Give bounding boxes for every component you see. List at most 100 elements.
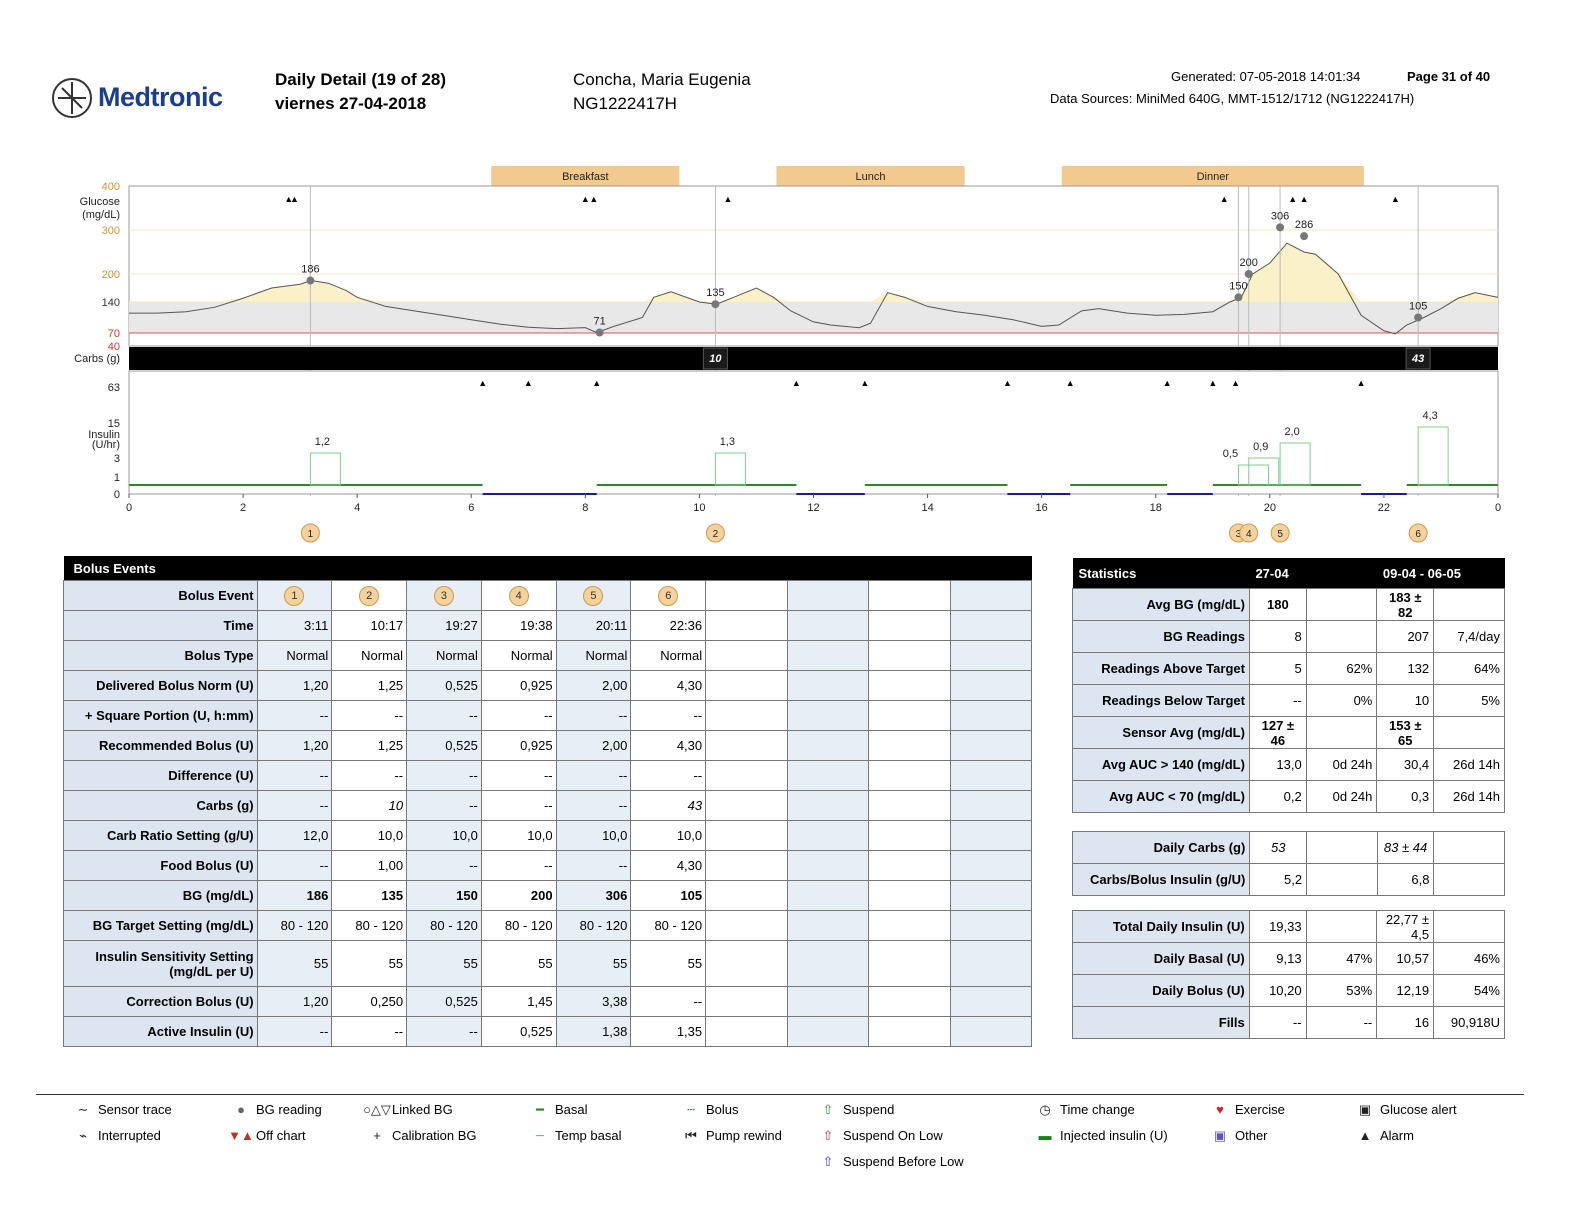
bolus-event-marker: 1 [284,585,305,606]
event-marker [705,523,725,543]
stats-row: Avg BG (mg/dL) 180 183 ± 82 [1072,588,1505,621]
time-change-icon: ◷ [1039,1102,1051,1117]
stats-label: Sensor Avg (mg/dL) [1072,716,1250,749]
x-tick-label: 8 [582,502,588,514]
legend-item: ┈ Temp basal [525,1128,621,1144]
legend-label: Temp basal [555,1128,622,1143]
bg-reading-label: 71 [593,316,605,328]
legend-label: Pump rewind [706,1128,782,1143]
bolus-cell: Normal [555,640,632,671]
stats-value: 183 ± 82 [1376,588,1435,621]
bolus-value: 1,3 [720,436,735,448]
stats-value: 5,2 [1249,863,1308,896]
bolus-cell: 55 [630,940,707,987]
legend-label: Alarm [1380,1128,1414,1143]
stats-value: 5% [1433,684,1505,717]
bolus-cell: 10,0 [331,820,408,851]
empty-cell [949,700,1032,731]
glucose-tick-label: 400 [102,181,120,193]
empty-cell [705,910,788,941]
legend-item: ▼▲ Off chart [226,1128,306,1143]
stats-value [1305,620,1378,653]
insulin-axis-label: Insulin [88,429,120,441]
x-tick-label: 18 [1150,502,1162,514]
bolus-cell: 10,0 [630,820,707,851]
bolus-cell: 19:27 [406,610,482,641]
legend-item: ⌁ Interrupted [68,1128,161,1144]
bolus-bar [714,452,746,486]
stats-value [1306,831,1378,864]
bolus-event-cell: 5 [555,580,632,611]
bolus-row-label: BG (mg/dL) [63,880,258,911]
stats-value [1305,588,1378,621]
bolus-cell: -- [406,760,482,791]
event-marker-label: 4 [1246,529,1252,540]
legend-item: ♥ Exercise [1205,1102,1285,1117]
stats-value: 0,2 [1248,780,1307,813]
bolus-bar [1279,442,1311,486]
bolus-cell: -- [256,790,333,821]
bolus-row-label: Insulin Sensitivity Setting (mg/dL per U… [63,940,258,987]
bolus-value: 0,9 [1253,441,1268,453]
bolus-cell: -- [256,850,333,881]
stats-row: Daily Bolus (U) 10,20 53% 12,19 54% [1072,974,1505,1007]
empty-cell [949,940,1032,987]
event-marker [300,523,320,543]
bolus-cell: 0,925 [480,670,557,701]
empty-cell [786,850,870,881]
glucose-axis-unit: (mg/dL) [82,209,120,221]
bolus-cell: -- [256,1016,333,1047]
stats-label: BG Readings [1072,620,1250,653]
bolus-table-title: Bolus Events [63,556,1032,581]
logo: Medtronic [50,76,250,122]
bolus-cell: 1,25 [331,730,408,761]
bolus-cell: 10 [331,790,408,821]
bolus-row-label: Recommended Bolus (U) [63,730,258,761]
carb-marker [702,347,728,370]
x-tick-label: 0 [1495,502,1501,514]
table-row: Delivered Bolus Norm (U) 1,20 1,25 0,525 0,9… [63,670,1032,701]
report-title: Daily Detail (19 of 28) viernes 27-04-20… [275,68,446,116]
empty-cell [786,1016,870,1047]
bolus-cell: 0,250 [331,986,408,1017]
bolus-cell: -- [555,850,632,881]
alarm-icon: ▲ [1066,378,1075,388]
bolus-cell: 0,925 [480,730,557,761]
stats-row: Avg AUC < 70 (mg/dL) 0,2 0d 24h 0,3 26d 14h [1072,780,1505,813]
stats-value: 8 [1248,620,1307,653]
logo-text: Medtronic [98,82,223,112]
stats-value: 10,20 [1248,974,1307,1007]
bolus-cell: 43 [630,790,707,821]
empty-cell [868,986,951,1017]
bolus-cell: 0,525 [406,986,482,1017]
stats-value: 180 [1248,588,1307,621]
empty-cell [949,880,1032,911]
bolus-cell: 4,30 [630,730,707,761]
meal-bar [776,166,965,186]
bolus-cell: 80 - 120 [331,910,408,941]
empty-cell [786,940,870,987]
bolus-cell: -- [406,790,482,821]
bolus-row-label: Active Insulin (U) [63,1016,258,1047]
bolus-cell: -- [331,760,408,791]
bolus-cell: -- [480,850,557,881]
glucose-alert-icon: ▣ [1358,1102,1372,1117]
statistics-panel: Statistics 27-04 09-04 - 06-05 Avg BG (mg/d… [1071,558,1505,1053]
bolus-cell: 0,525 [406,730,482,761]
bolus-cell: -- [480,790,557,821]
empty-cell [705,850,788,881]
bolus-row-label: Bolus Type [63,640,258,671]
stats-value: 53 [1249,831,1308,864]
legend-item: ┄ Bolus [676,1102,738,1118]
empty-cell [949,670,1032,701]
table-row: Carbs (g) -- 10 -- -- -- 43 [63,790,1032,821]
stats-label: Fills [1072,1006,1250,1039]
stats-value [1306,863,1378,896]
bolus-event-marker: 3 [433,585,454,606]
stats-label: Carbs/Bolus Insulin (g/U) [1071,863,1251,896]
event-marker [1270,523,1290,543]
bolus-cell: 10,0 [555,820,632,851]
meal-label: Breakfast [562,171,608,183]
event-marker-label: 5 [1277,529,1283,540]
glucose-tick-label: 140 [102,297,120,309]
